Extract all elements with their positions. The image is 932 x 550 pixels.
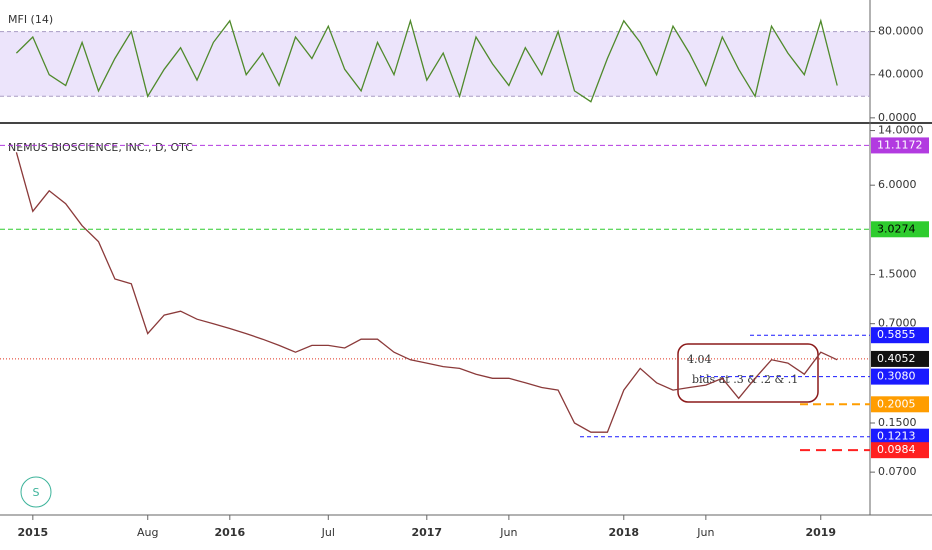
y-tick-label: 40.0000 (878, 68, 924, 81)
x-tick-label: Jul (321, 526, 335, 539)
x-tick-label: 2016 (214, 526, 245, 539)
y-tick-label: 80.0000 (878, 25, 924, 38)
y-tick-label: 0.1500 (878, 416, 917, 429)
x-tick-label: Jun (696, 526, 714, 539)
level-label: 0.1213 (877, 430, 916, 443)
x-tick-label: 2019 (805, 526, 836, 539)
y-tick-label: 14.0000 (878, 124, 924, 137)
level-label: 11.1172 (877, 138, 923, 151)
x-tick-label: Jun (499, 526, 517, 539)
x-tick-label: 2017 (411, 526, 442, 539)
symbol-title: NEMUS BIOSCIENCE, INC., D, OTC (8, 141, 193, 154)
level-badge (871, 327, 929, 344)
level-label: 0.5855 (877, 328, 916, 341)
logo-circle (20, 476, 52, 508)
series-line (15, 152, 838, 433)
level-label: 0.3080 (877, 370, 916, 383)
y-tick-label: 0.7000 (878, 317, 917, 330)
level-label: 3.0274 (877, 222, 916, 235)
x-tick-label: 2015 (18, 526, 49, 539)
x-tick-label: 2018 (608, 526, 639, 539)
level-badge (871, 368, 929, 385)
y-tick-label: 0.0000 (878, 111, 917, 124)
annotation-box (677, 343, 819, 403)
mfi-title: MFI (14) (8, 13, 53, 26)
y-tick-label: 0.0700 (878, 465, 917, 478)
y-tick-label: 6.0000 (878, 178, 917, 191)
level-label: 0.0984 (877, 443, 916, 456)
series-line (15, 18, 838, 103)
annotation-title: 4.04 (687, 353, 712, 366)
x-tick-label: Aug (137, 526, 158, 539)
level-label: 0.4052 (877, 352, 916, 365)
level-badge (871, 350, 929, 367)
mfi-band (0, 31, 870, 97)
logo: S (33, 486, 40, 499)
level-label: 0.2005 (877, 397, 916, 410)
level-badge (871, 221, 929, 238)
level-badge (871, 428, 929, 445)
y-tick-label: 1.5000 (878, 268, 917, 281)
level-badge (871, 442, 929, 459)
level-badge (871, 396, 929, 413)
level-badge (871, 137, 929, 154)
